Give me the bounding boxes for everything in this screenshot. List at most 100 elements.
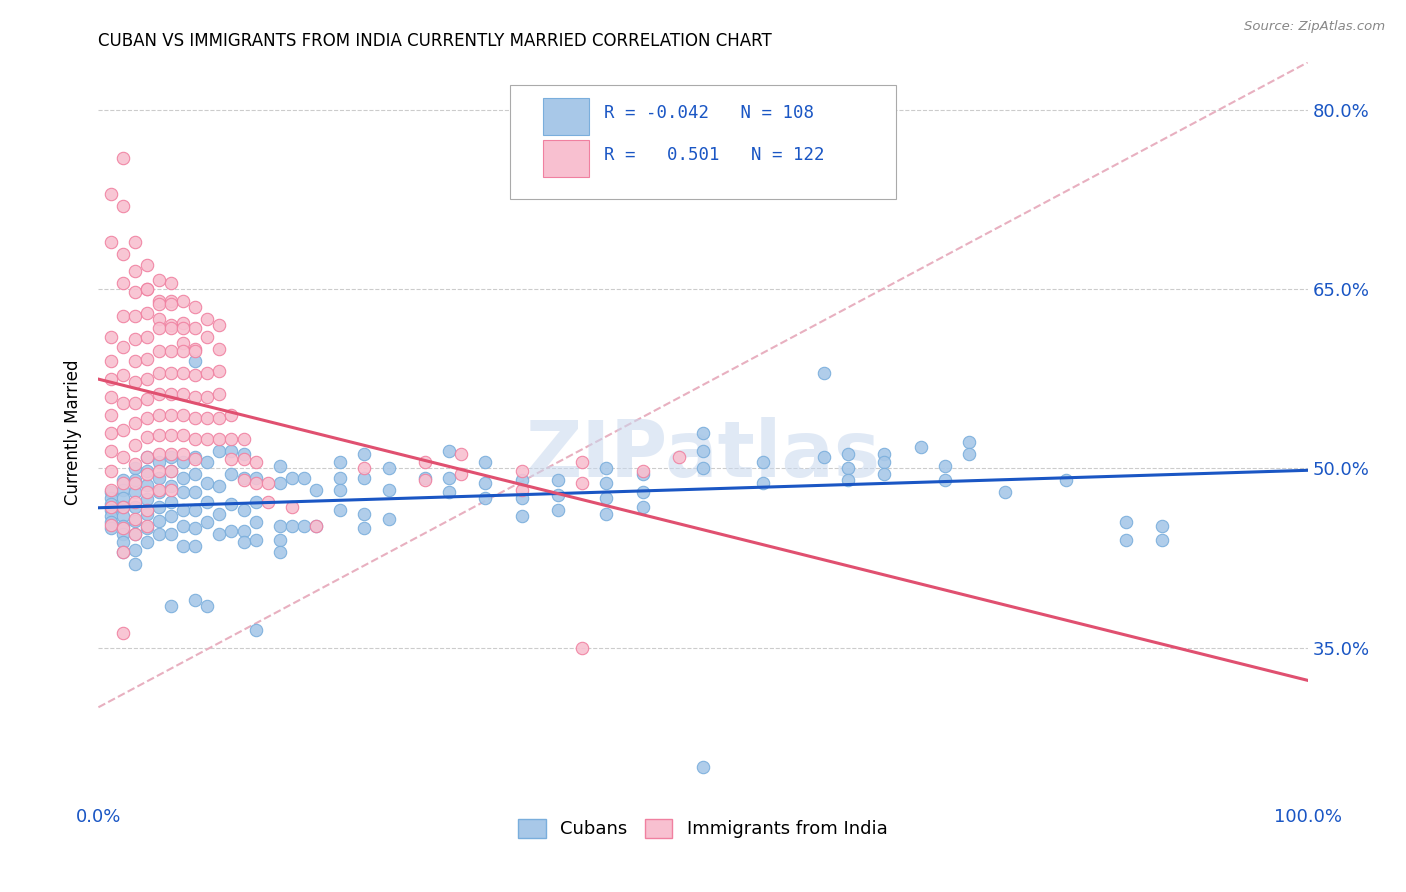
- Point: [1115, 515, 1137, 529]
- Point: [148, 500, 170, 514]
- Text: ZIPatlas: ZIPatlas: [526, 417, 880, 493]
- Point: [100, 443, 122, 458]
- Point: [595, 507, 617, 521]
- Point: [135, 259, 157, 273]
- Point: [208, 432, 231, 446]
- Point: [269, 533, 291, 547]
- Point: [450, 467, 472, 482]
- Point: [232, 471, 254, 485]
- Point: [184, 390, 207, 404]
- Point: [148, 273, 170, 287]
- Point: [1152, 533, 1174, 547]
- Legend: Cubans, Immigrants from India: Cubans, Immigrants from India: [512, 812, 894, 846]
- Point: [124, 527, 146, 541]
- Point: [195, 411, 218, 425]
- Point: [111, 277, 134, 291]
- Point: [135, 351, 157, 366]
- Point: [160, 447, 183, 461]
- Point: [437, 485, 460, 500]
- Point: [100, 515, 122, 529]
- Point: [934, 458, 956, 473]
- Point: [1152, 518, 1174, 533]
- Point: [111, 545, 134, 559]
- Point: [124, 475, 146, 490]
- Point: [100, 483, 122, 497]
- Point: [184, 450, 207, 464]
- Point: [571, 475, 593, 490]
- Point: [668, 450, 690, 464]
- Point: [160, 318, 183, 333]
- Point: [100, 517, 122, 532]
- Point: [873, 455, 896, 469]
- Point: [910, 440, 932, 454]
- Point: [547, 488, 569, 502]
- Point: [172, 320, 194, 334]
- Point: [124, 557, 146, 571]
- Point: [837, 474, 859, 488]
- Point: [111, 246, 134, 260]
- Point: [148, 320, 170, 334]
- Point: [184, 539, 207, 553]
- Point: [474, 491, 496, 506]
- Point: [195, 599, 218, 613]
- Point: [124, 461, 146, 475]
- Point: [160, 479, 183, 493]
- Point: [172, 336, 194, 351]
- Point: [135, 330, 157, 344]
- Point: [957, 435, 980, 450]
- Point: [172, 408, 194, 422]
- Point: [208, 507, 231, 521]
- Point: [208, 411, 231, 425]
- Point: [353, 507, 375, 521]
- Point: [160, 450, 183, 464]
- Point: [135, 467, 157, 482]
- Point: [305, 518, 328, 533]
- Point: [124, 354, 146, 368]
- Point: [195, 312, 218, 326]
- Point: [172, 455, 194, 469]
- Point: [111, 535, 134, 549]
- Point: [184, 503, 207, 517]
- Point: [148, 455, 170, 469]
- Point: [111, 545, 134, 559]
- Point: [437, 471, 460, 485]
- Point: [184, 342, 207, 356]
- Point: [353, 521, 375, 535]
- Point: [124, 285, 146, 299]
- Point: [305, 483, 328, 497]
- Point: [221, 524, 243, 538]
- Point: [195, 330, 218, 344]
- Point: [124, 333, 146, 347]
- Point: [752, 475, 775, 490]
- Point: [221, 432, 243, 446]
- Point: [172, 344, 194, 359]
- Point: [100, 354, 122, 368]
- Point: [281, 500, 304, 514]
- Point: [100, 521, 122, 535]
- Point: [148, 514, 170, 528]
- Point: [413, 474, 436, 488]
- Point: [353, 471, 375, 485]
- Point: [135, 450, 157, 464]
- Point: [148, 485, 170, 500]
- Point: [547, 503, 569, 517]
- Point: [148, 464, 170, 478]
- Point: [111, 368, 134, 383]
- Point: [329, 483, 352, 497]
- Point: [256, 475, 278, 490]
- Point: [281, 518, 304, 533]
- Point: [135, 282, 157, 296]
- Point: [292, 518, 315, 533]
- Point: [124, 437, 146, 451]
- Point: [571, 640, 593, 655]
- Point: [124, 542, 146, 557]
- Point: [135, 485, 157, 500]
- Point: [184, 432, 207, 446]
- Point: [100, 408, 122, 422]
- Point: [124, 485, 146, 500]
- Point: [135, 450, 157, 464]
- Point: [195, 475, 218, 490]
- Point: [135, 535, 157, 549]
- Point: [269, 545, 291, 559]
- Point: [510, 491, 533, 506]
